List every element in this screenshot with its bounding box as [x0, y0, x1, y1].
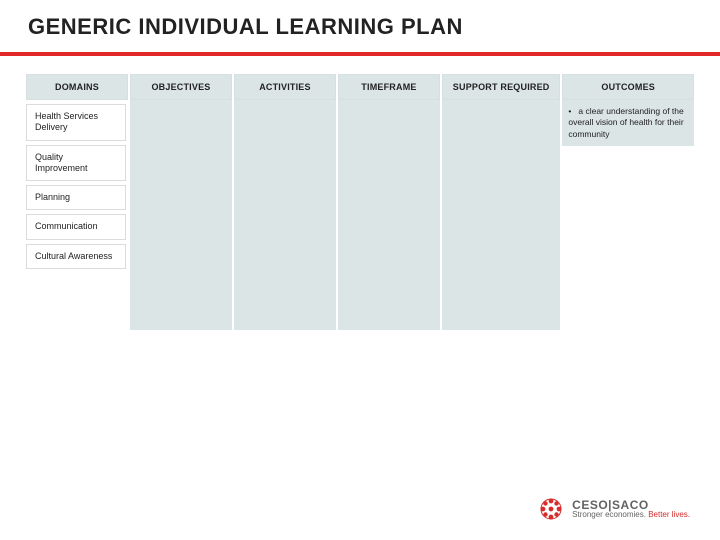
- tagline-part-a: Stronger economies.: [572, 510, 648, 519]
- globe-icon: [538, 496, 564, 522]
- footer-tagline: Stronger economies. Better lives.: [572, 511, 690, 519]
- learning-plan-table: DOMAINS OBJECTIVES ACTIVITIES TIMEFRAME …: [24, 74, 696, 330]
- outcomes-cell: a clear understanding of the overall vis…: [562, 100, 694, 146]
- table-body-row: Health Services Delivery Quality Improve…: [26, 100, 694, 330]
- page-title: GENERIC INDIVIDUAL LEARNING PLAN: [28, 14, 692, 40]
- footer-text: CESO|SACO Stronger economies. Better liv…: [572, 499, 690, 520]
- outcome-item: a clear understanding of the overall vis…: [568, 106, 688, 140]
- domain-cell: Communication: [26, 214, 126, 239]
- header-activities: ACTIVITIES: [234, 74, 336, 100]
- content-area: DOMAINS OBJECTIVES ACTIVITIES TIMEFRAME …: [0, 56, 720, 540]
- domain-cell: Planning: [26, 185, 126, 210]
- header-domains: DOMAINS: [26, 74, 128, 100]
- header-support: SUPPORT REQUIRED: [442, 74, 560, 100]
- header-objectives: OBJECTIVES: [130, 74, 232, 100]
- activities-column: [234, 100, 336, 330]
- objectives-column: [130, 100, 232, 330]
- domain-cell: Cultural Awareness: [26, 244, 126, 269]
- header-timeframe: TIMEFRAME: [338, 74, 440, 100]
- domain-cell: Quality Improvement: [26, 145, 126, 182]
- table-header-row: DOMAINS OBJECTIVES ACTIVITIES TIMEFRAME …: [26, 74, 694, 100]
- domain-cell: Health Services Delivery: [26, 104, 126, 141]
- timeframe-column: [338, 100, 440, 330]
- support-column: [442, 100, 560, 330]
- domains-column: Health Services Delivery Quality Improve…: [26, 100, 128, 330]
- header-outcomes: OUTCOMES: [562, 74, 694, 100]
- title-bar: GENERIC INDIVIDUAL LEARNING PLAN: [0, 0, 720, 56]
- tagline-part-b: Better lives.: [648, 510, 690, 519]
- footer: CESO|SACO Stronger economies. Better liv…: [538, 496, 690, 522]
- outcomes-column: a clear understanding of the overall vis…: [562, 100, 694, 330]
